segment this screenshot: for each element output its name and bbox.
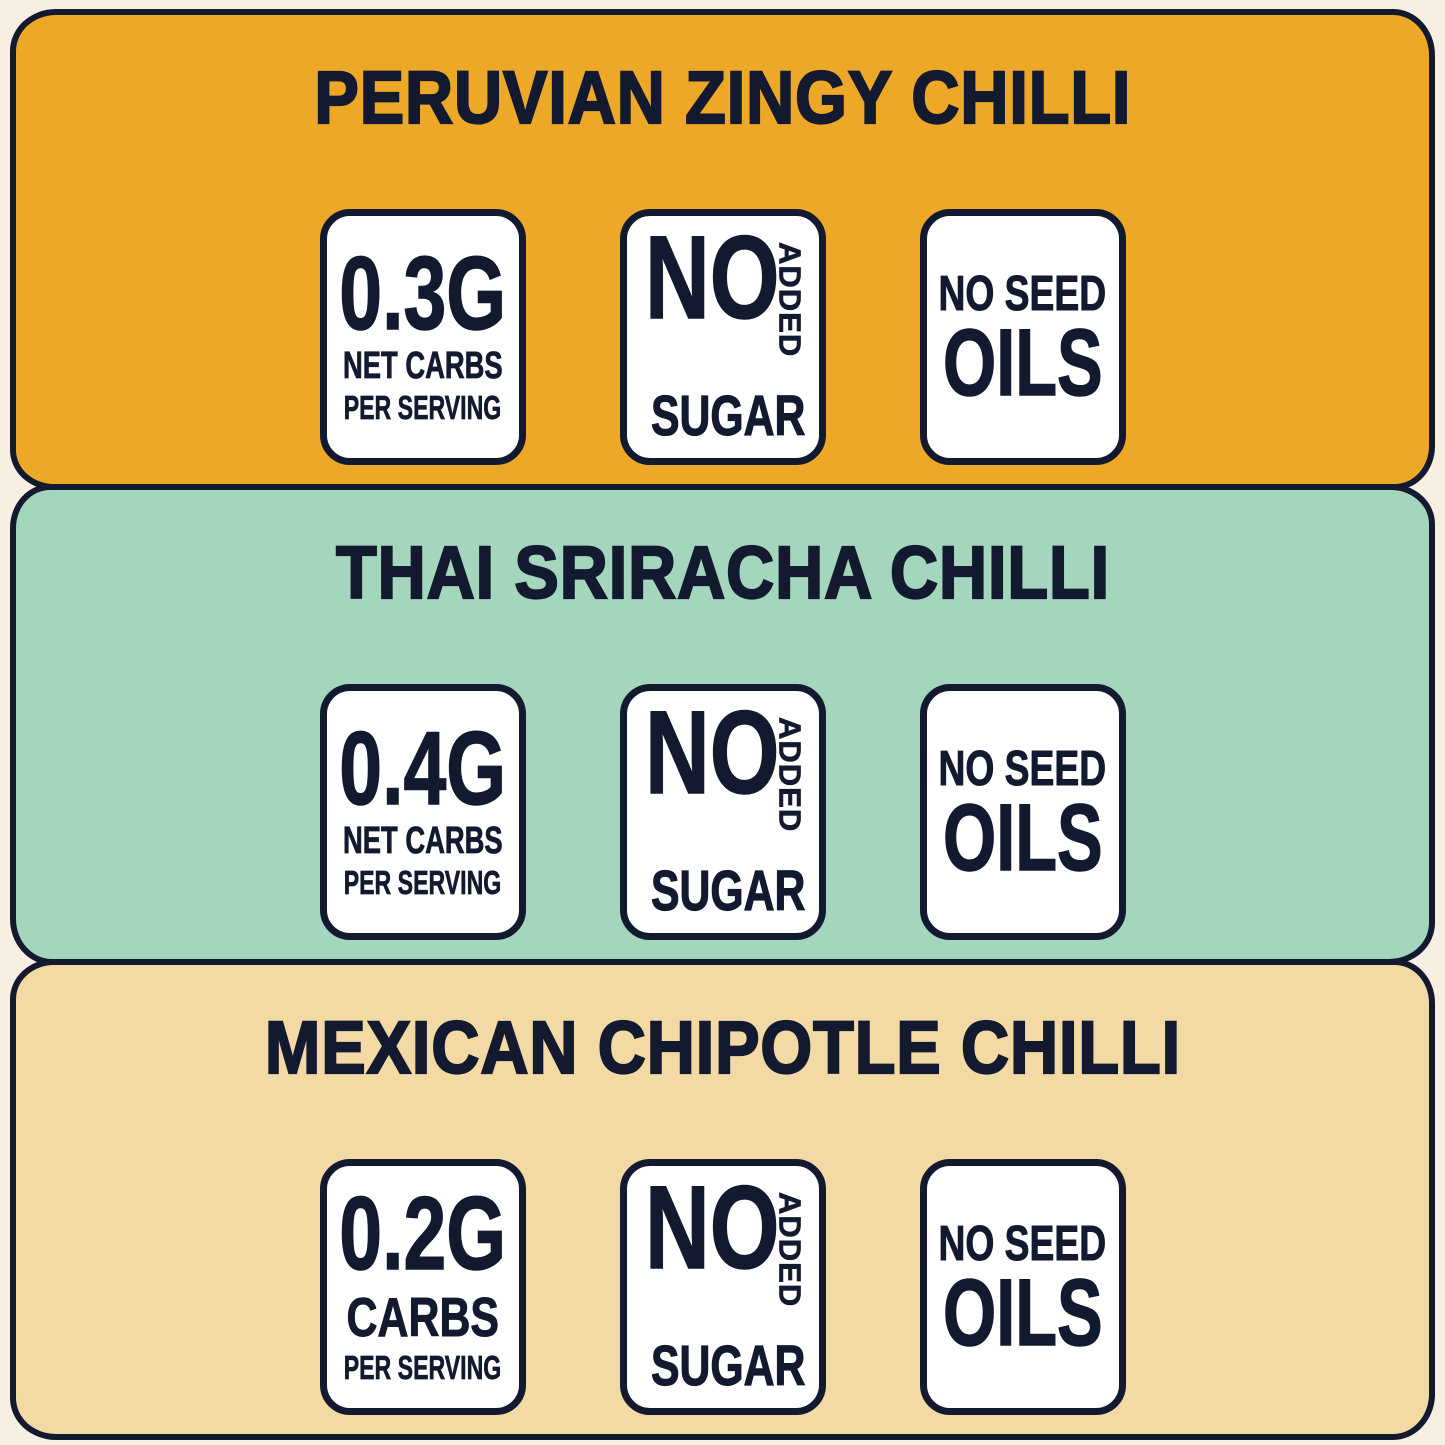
no-word: NO [644, 211, 780, 344]
net-carbs-value: 0.3G [339, 235, 507, 352]
no-added-sugar-badge: NO ADDED SUGAR [619, 208, 826, 465]
panel-mexican-chipotle-chilli: MEXICAN CHIPOTLE CHILLI 0.2G CARBS PER S… [10, 959, 1435, 1440]
no-seed-label: NO SEED [938, 742, 1107, 797]
badge-row: 0.3G NET CARBS PER SERVING NO ADDED SUGA… [319, 208, 1126, 465]
carbs-value: 0.2G [339, 1176, 507, 1293]
oils-label: OILS [942, 310, 1103, 417]
carbs-badge: 0.2G CARBS PER SERVING [319, 1158, 526, 1415]
no-seed-label: NO SEED [938, 1217, 1107, 1272]
badge-row: 0.2G CARBS PER SERVING NO ADDED SUGAR NO… [319, 1158, 1126, 1415]
no-added-sugar-badge: NO ADDED SUGAR [619, 1158, 826, 1415]
no-seed-oils-badge: NO SEED OILS [919, 683, 1126, 940]
no-seed-oils-badge: NO SEED OILS [919, 1158, 1126, 1415]
added-word-vertical: ADDED [772, 1191, 808, 1307]
net-carbs-value: 0.4G [339, 710, 507, 827]
badge-row: 0.4G NET CARBS PER SERVING NO ADDED SUGA… [319, 683, 1126, 940]
net-carbs-badge: 0.3G NET CARBS PER SERVING [319, 208, 526, 465]
per-serving-label: PER SERVING [343, 864, 502, 902]
no-word: NO [644, 686, 780, 819]
net-carbs-badge: 0.4G NET CARBS PER SERVING [319, 683, 526, 940]
panel-thai-sriracha-chilli: THAI SRIRACHA CHILLI 0.4G NET CARBS PER … [10, 484, 1435, 965]
panel-peruvian-zingy-chilli: PERUVIAN ZINGY CHILLI 0.3G NET CARBS PER… [10, 9, 1435, 490]
panel-title: MEXICAN CHIPOTLE CHILLI [263, 1006, 1181, 1089]
no-added-sugar-badge: NO ADDED SUGAR [619, 683, 826, 940]
no-seed-oils-badge: NO SEED OILS [919, 208, 1126, 465]
added-word-vertical: ADDED [772, 716, 808, 832]
net-carbs-label: NET CARBS [342, 345, 503, 388]
per-serving-label: PER SERVING [343, 389, 502, 427]
oils-label: OILS [942, 785, 1103, 892]
net-carbs-label: NET CARBS [342, 820, 503, 863]
carbs-label: CARBS [346, 1285, 499, 1348]
sugar-word: SUGAR [650, 383, 805, 448]
oils-label: OILS [942, 1260, 1103, 1367]
per-serving-label: PER SERVING [343, 1348, 502, 1386]
panel-title: PERUVIAN ZINGY CHILLI [313, 56, 1131, 139]
no-word: NO [644, 1161, 780, 1294]
sugar-word: SUGAR [650, 1333, 805, 1398]
panel-title: THAI SRIRACHA CHILLI [335, 531, 1110, 614]
sugar-word: SUGAR [650, 858, 805, 923]
no-seed-label: NO SEED [938, 267, 1107, 322]
added-word-vertical: ADDED [772, 241, 808, 357]
